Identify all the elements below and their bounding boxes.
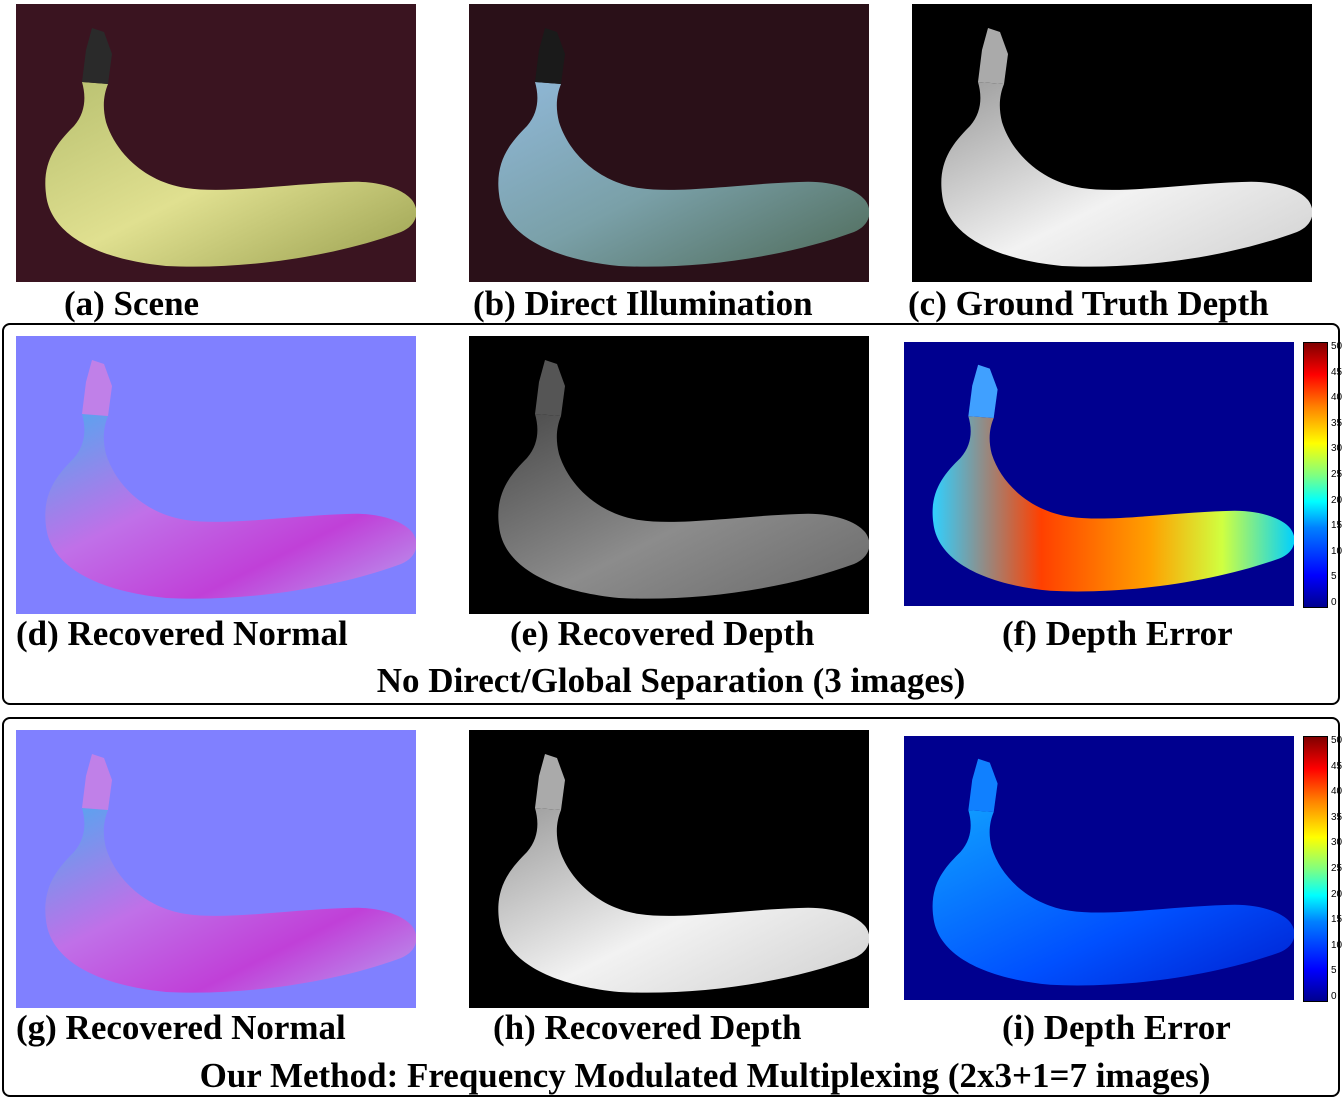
colorbar-tick-label: 10 <box>1331 545 1342 557</box>
colorbar-tick-label: 45 <box>1331 760 1342 772</box>
group-title-no-separation: No Direct/Global Separation (3 images) <box>376 661 966 700</box>
recovered-depth-image-h <box>469 730 869 1008</box>
caption-b: (b) Direct Illumination <box>473 284 813 323</box>
recovered-normal-image-d <box>16 336 416 614</box>
colorbar-tick-label: 50 <box>1331 341 1342 352</box>
colorbar-tick-label: 50 <box>1331 735 1342 746</box>
colorbar-tick-label: 0 <box>1331 597 1337 608</box>
colorbar-tick-label: 25 <box>1331 863 1342 874</box>
caption-a: (a) Scene <box>64 284 200 323</box>
ground-truth-depth-image <box>912 4 1312 282</box>
colorbar-tick-label: 45 <box>1331 366 1342 378</box>
caption-f: (f) Depth Error <box>1002 614 1233 653</box>
colorbar-gradient <box>1303 342 1328 608</box>
colorbar-tick-label: 0 <box>1331 991 1337 1002</box>
depth-error-image-i <box>904 736 1294 1000</box>
colorbar-tick-label: 35 <box>1331 417 1342 429</box>
colorbar-tick-label: 5 <box>1331 965 1337 977</box>
colorbar-tick-label: 10 <box>1331 939 1342 951</box>
colorbar-tick-label: 20 <box>1331 494 1342 506</box>
caption-g: (g) Recovered Normal <box>16 1008 346 1047</box>
caption-i: (i) Depth Error <box>1002 1008 1231 1047</box>
our-method-group <box>2 717 1340 1097</box>
colorbar-gradient <box>1303 736 1328 1002</box>
colorbar-tick-label: 20 <box>1331 888 1342 900</box>
depth-error-image-f <box>904 342 1294 606</box>
colorbar-tick-label: 40 <box>1331 786 1342 798</box>
colorbar-tick-label: 35 <box>1331 811 1342 823</box>
colorbar-tick-label: 25 <box>1331 469 1342 480</box>
recovered-normal-image-g <box>16 730 416 1008</box>
caption-c: (c) Ground Truth Depth <box>908 284 1269 323</box>
group-title-our-method: Our Method: Frequency Modulated Multiple… <box>199 1056 1211 1095</box>
colorbar-tick-label: 40 <box>1331 392 1342 404</box>
colorbar-f: 50 45 40 35 30 25 20 15 10 5 0 <box>1303 342 1342 608</box>
colorbar-tick-label: 5 <box>1331 571 1337 583</box>
recovered-depth-image-e <box>469 336 869 614</box>
caption-d: (d) Recovered Normal <box>16 614 348 653</box>
scene-image <box>16 4 416 282</box>
caption-h: (h) Recovered Depth <box>493 1008 802 1047</box>
colorbar-tick-label: 30 <box>1331 837 1342 849</box>
caption-e: (e) Recovered Depth <box>510 614 815 653</box>
colorbar-tick-label: 15 <box>1331 914 1342 926</box>
colorbar-tick-label: 15 <box>1331 520 1342 532</box>
no-separation-group <box>2 323 1340 705</box>
colorbar-tick-label: 30 <box>1331 443 1342 455</box>
direct-illumination-image <box>469 4 869 282</box>
colorbar-i: 50 45 40 35 30 25 20 15 10 5 0 <box>1303 736 1342 1002</box>
